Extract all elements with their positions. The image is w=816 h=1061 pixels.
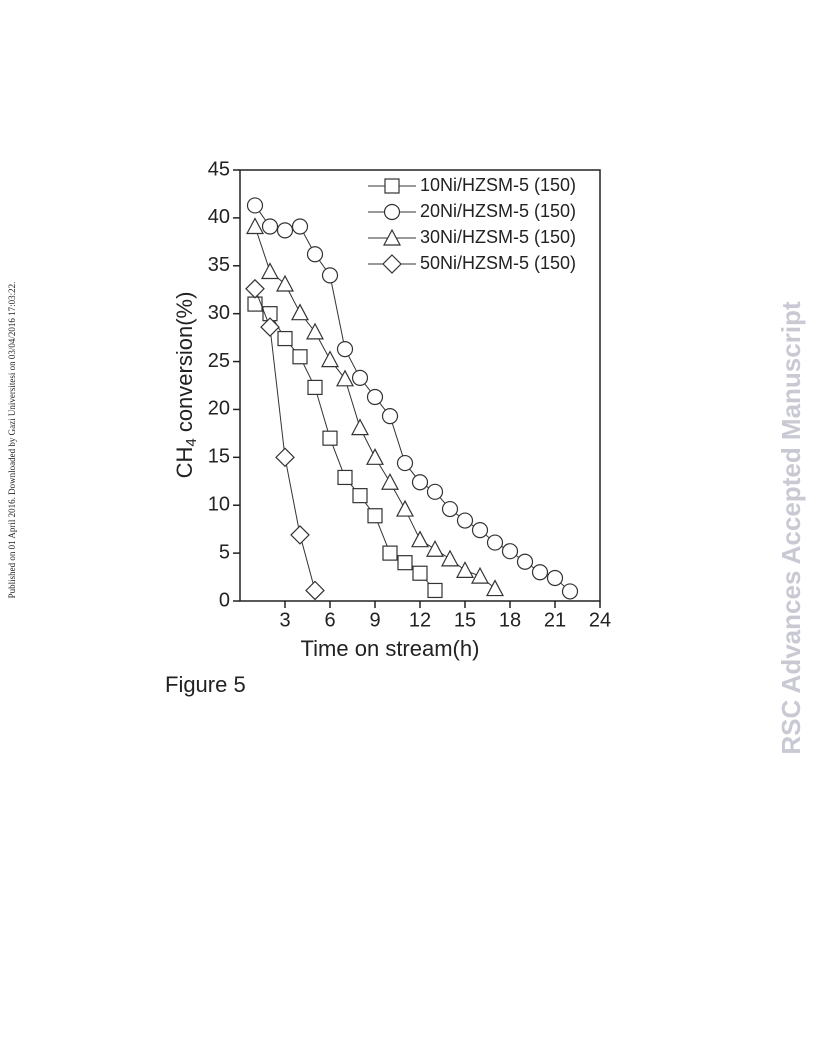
data-point	[427, 582, 443, 599]
data-point	[366, 388, 384, 406]
y-tick-label: 0	[219, 589, 230, 611]
data-point	[366, 448, 384, 465]
data-point	[351, 369, 369, 386]
data-point	[561, 583, 579, 600]
x-tick-label: 18	[499, 609, 521, 631]
y-tick-label: 10	[208, 494, 230, 516]
data-point	[501, 543, 519, 560]
data-point	[471, 522, 489, 539]
legend-marker	[383, 203, 401, 221]
y-tick-label: 45	[208, 158, 230, 180]
data-point	[322, 430, 338, 446]
y-tick-label: 15	[208, 446, 230, 468]
data-point	[441, 500, 459, 518]
data-point	[382, 545, 398, 561]
data-point	[546, 569, 564, 587]
data-point	[352, 488, 368, 504]
data-point	[290, 525, 310, 545]
data-point	[337, 469, 353, 486]
data-point	[411, 530, 429, 548]
data-point	[261, 262, 279, 280]
data-point	[351, 418, 369, 436]
data-point	[412, 565, 428, 581]
data-point	[321, 350, 339, 368]
data-point	[260, 317, 280, 337]
series-line	[254, 205, 571, 592]
data-point	[306, 322, 324, 340]
data-point	[381, 408, 399, 425]
x-tick-label: 3	[279, 609, 290, 631]
data-point	[275, 447, 295, 468]
y-tick-label: 35	[208, 254, 230, 276]
legend-label: 30Ni/HZSM-5 (150)	[420, 227, 576, 247]
data-point	[486, 579, 504, 597]
data-point	[471, 566, 489, 584]
data-point	[426, 540, 444, 557]
x-tick-label: 9	[369, 609, 380, 631]
y-tick-label: 25	[208, 350, 230, 372]
data-point	[441, 549, 459, 567]
data-point	[306, 246, 324, 263]
watermark: RSC Advances Accepted Manuscript	[776, 301, 806, 755]
x-tick-label: 6	[324, 609, 335, 631]
legend-label: 50Ni/HZSM-5 (150)	[420, 253, 576, 273]
x-tick-label: 12	[409, 609, 431, 631]
y-axis-label: CH4 conversion(%)	[172, 292, 200, 479]
y-tick-label: 40	[208, 206, 230, 228]
data-point	[291, 303, 309, 321]
data-point	[456, 512, 474, 529]
legend-marker	[382, 254, 402, 274]
data-point	[321, 267, 339, 284]
legend-label: 20Ni/HZSM-5 (150)	[420, 201, 576, 221]
y-label-part: CH	[172, 447, 197, 479]
figure-caption: Figure 5	[165, 672, 246, 697]
data-point	[276, 222, 294, 239]
data-point	[261, 218, 279, 235]
data-point	[411, 474, 429, 491]
data-point	[531, 564, 549, 581]
x-tick-label: 24	[589, 609, 611, 631]
data-point	[336, 341, 354, 358]
side-note: Published on 01 April 2016. Downloaded b…	[7, 282, 17, 599]
y-label-sub: 4	[183, 438, 200, 446]
data-point	[336, 369, 354, 387]
data-point	[516, 553, 534, 570]
data-point	[426, 483, 444, 500]
data-point	[381, 472, 399, 490]
x-axis-label: Time on stream(h)	[301, 636, 480, 661]
data-point	[456, 561, 474, 578]
data-point	[305, 580, 325, 601]
legend-label: 10Ni/HZSM-5 (150)	[420, 175, 576, 195]
data-point	[291, 218, 309, 235]
data-point	[486, 534, 504, 551]
data-point	[367, 508, 383, 524]
x-tick-label: 15	[454, 609, 476, 631]
data-point	[307, 379, 323, 396]
y-label-part: conversion(%)	[172, 292, 197, 439]
data-point	[292, 349, 308, 365]
y-tick-label: 5	[219, 541, 230, 563]
data-point	[246, 217, 264, 235]
data-point	[396, 499, 414, 517]
y-tick-label: 30	[208, 302, 230, 324]
data-point	[247, 296, 263, 312]
legend-marker	[384, 178, 400, 194]
data-point	[396, 454, 414, 472]
data-point	[276, 274, 294, 292]
legend-marker	[383, 228, 401, 246]
y-tick-label: 20	[208, 398, 230, 420]
data-point	[277, 330, 293, 347]
data-point	[246, 197, 264, 214]
data-point	[397, 555, 413, 571]
data-point	[245, 278, 265, 299]
x-tick-label: 21	[544, 609, 566, 631]
